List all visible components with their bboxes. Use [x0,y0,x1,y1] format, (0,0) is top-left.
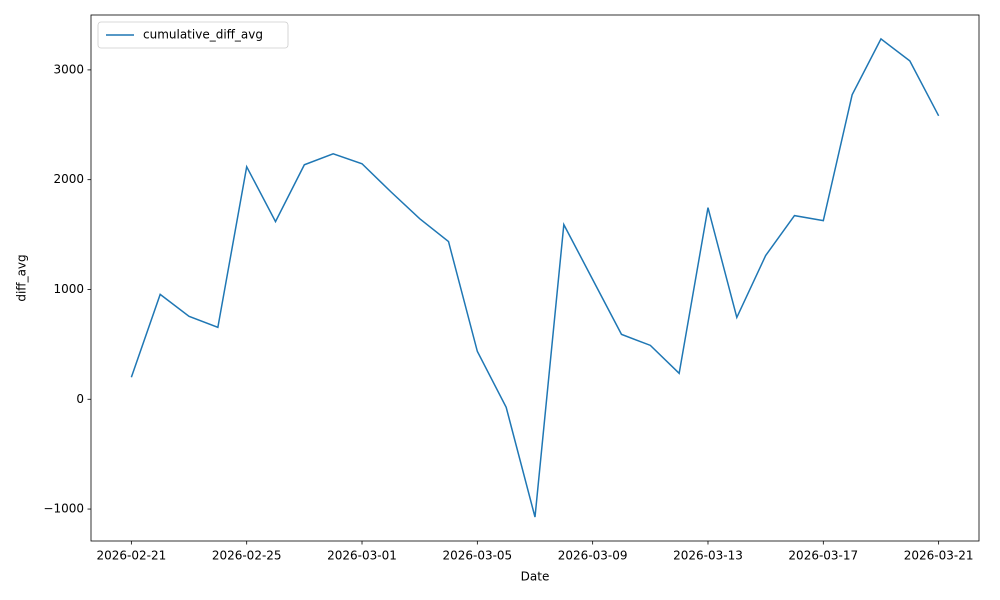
y-tick-label: −1000 [43,502,84,516]
y-tick-label: 3000 [53,62,84,76]
x-tick-label: 2026-03-17 [788,549,858,563]
y-tick-label: 1000 [53,282,84,296]
legend-label: cumulative_diff_avg [143,28,263,42]
x-tick-label: 2026-03-13 [673,549,743,563]
x-tick-label: 2026-03-01 [327,549,397,563]
x-tick-label: 2026-03-21 [904,549,974,563]
legend-box [97,21,289,49]
x-tick-label: 2026-03-09 [558,549,628,563]
x-tick-label: 2026-02-25 [212,549,282,563]
x-axis-label: Date [521,570,550,584]
axes-frame [90,14,980,542]
y-axis-label: diff_avg [15,254,29,301]
x-tick-label: 2026-03-05 [442,549,512,563]
y-tick-label: 0 [76,392,84,406]
y-tick-label: 2000 [53,172,84,186]
line-series [130,37,940,518]
x-tick-label: 2026-02-21 [96,549,166,563]
